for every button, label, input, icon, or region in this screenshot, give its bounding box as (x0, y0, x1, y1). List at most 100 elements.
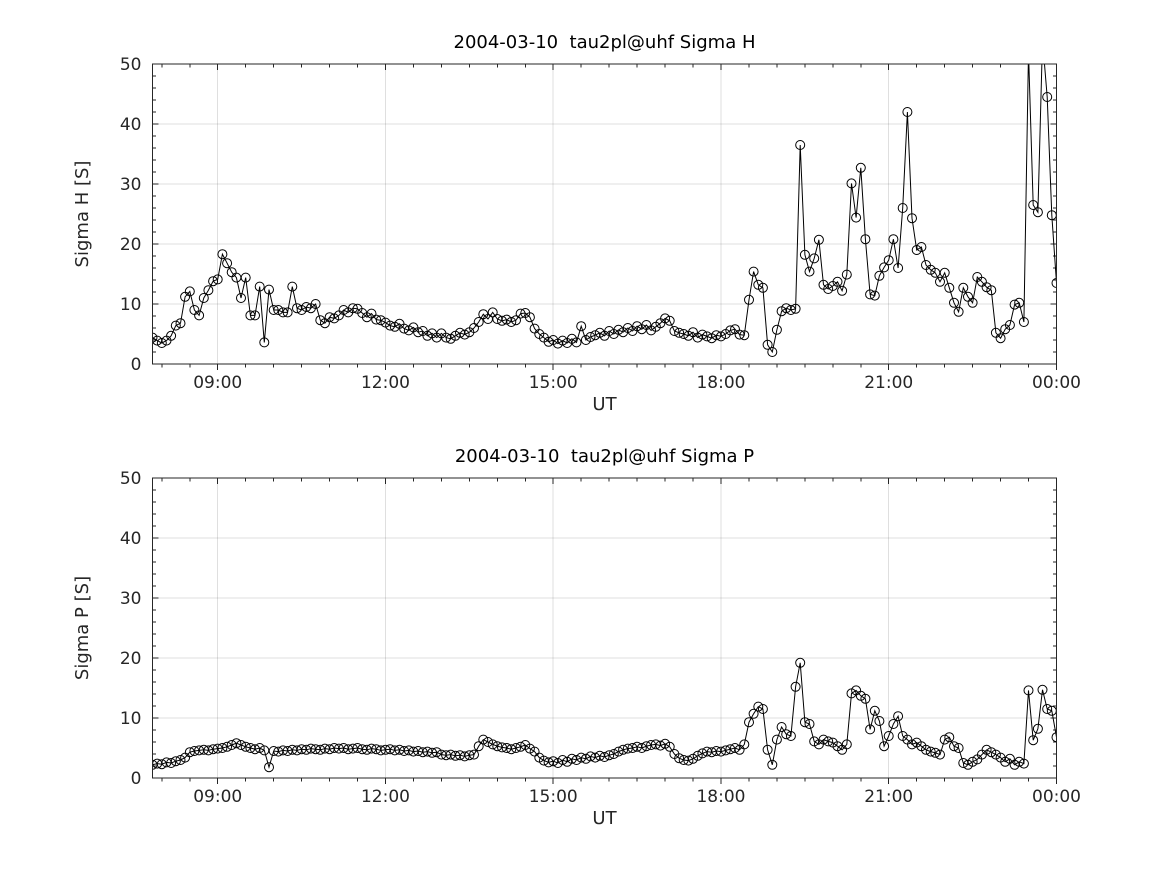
data-point-marker (613, 324, 624, 335)
data-point-marker (818, 734, 829, 745)
data-point-marker (851, 212, 862, 223)
data-point-marker (245, 310, 256, 321)
chart-title: 2004-03-10 tau2pl@uhf Sigma P (455, 446, 754, 467)
data-point-marker (716, 746, 726, 757)
data-point-marker (795, 140, 806, 150)
axes-box (152, 477, 1057, 779)
data-point-marker (949, 297, 959, 308)
data-point-marker (967, 756, 978, 767)
data-point-marker (198, 293, 209, 303)
sigma-p-plot: 2004-03-10 tau2pl@uhf Sigma P 0 10 20 30 40 50… (72, 446, 1081, 829)
data-point-marker (557, 335, 568, 346)
data-point-marker (1009, 299, 1020, 310)
data-point-marker (888, 234, 899, 245)
data-point-marker (1051, 732, 1057, 743)
data-point-marker (413, 327, 424, 338)
data-point-marker (636, 743, 647, 753)
data-point-marker (785, 305, 796, 315)
data-point-marker (744, 294, 754, 305)
data-point-marker (613, 746, 624, 757)
data-point-marker (879, 262, 890, 273)
data-point-marker (879, 741, 890, 752)
data-point-marker (305, 743, 316, 754)
data-point-marker (548, 756, 559, 767)
data-point-marker (217, 249, 228, 260)
data-point-marker (893, 263, 904, 273)
data-point-marker (762, 339, 773, 350)
data-point-marker (711, 330, 722, 341)
data-point-marker (888, 719, 899, 729)
data-point-marker (1032, 723, 1043, 734)
data-point-marker (771, 324, 782, 335)
x-tick-label: 12:00 (361, 787, 410, 807)
data-point-marker (250, 310, 260, 321)
sigma-h-plot: 2004-03-10 tau2pl@uhf Sigma H 0 10 20 30 40 50… (72, 32, 1081, 415)
data-point-marker (240, 741, 251, 752)
data-point-marker (240, 272, 251, 283)
y-axis-label: Sigma H [S] (72, 161, 93, 268)
data-point-marker (944, 732, 955, 743)
data-point-marker (697, 329, 708, 340)
y-tick-label: 10 (120, 709, 142, 729)
x-tick-label: 18:00 (696, 787, 745, 807)
data-point-marker (212, 274, 223, 285)
x-tick-label: 15:00 (529, 373, 578, 393)
x-tick-label: 09:00 (193, 373, 242, 393)
data-point-marker (883, 731, 894, 741)
data-point-marker (916, 242, 927, 252)
data-point-marker (599, 752, 610, 762)
data-point-marker (324, 312, 335, 323)
data-point-marker (431, 747, 442, 758)
data-point-marker (1028, 735, 1039, 746)
x-axis-label: UT (592, 808, 617, 829)
data-point-marker (790, 303, 801, 314)
y-tick-label: 50 (120, 469, 142, 489)
data-point-marker (664, 315, 675, 326)
data-point-marker (664, 741, 675, 752)
data-point-marker (841, 739, 852, 750)
data-point-marker (981, 744, 992, 755)
data-point-marker (823, 736, 834, 747)
data-point-marker (660, 313, 671, 324)
data-point-marker (259, 337, 270, 348)
data-point-marker (1042, 704, 1053, 714)
data-point-marker (757, 282, 768, 293)
data-point-marker (1038, 36, 1047, 45)
data-point-marker (352, 743, 363, 753)
data-point-marker (865, 289, 876, 300)
data-point-marker (222, 741, 233, 752)
data-point-marker (576, 321, 587, 332)
grid (152, 478, 1057, 778)
data-point-marker (744, 717, 754, 728)
data-point-marker (487, 307, 498, 318)
data-point-marker (184, 747, 195, 758)
data-point-marker (678, 329, 689, 339)
data-point-marker (762, 744, 773, 755)
data-point-marker (790, 681, 801, 692)
data-point-marker (203, 285, 214, 296)
data-point-marker (268, 305, 279, 315)
data-point-marker (958, 282, 969, 293)
data-point-marker (907, 213, 917, 224)
data-point-marker (236, 740, 246, 750)
data-line (152, 64, 1057, 354)
data-point-marker (860, 234, 871, 245)
x-tick-label: 12:00 (361, 373, 410, 393)
data-point-marker (767, 347, 778, 357)
data-point-marker (1014, 297, 1025, 308)
x-tick-label: 18:00 (696, 373, 745, 393)
x-axis-label: UT (592, 394, 617, 415)
data-point-marker (278, 307, 288, 318)
data-point-marker (222, 258, 233, 269)
data-point-marker (799, 717, 810, 728)
data-point-marker (469, 749, 479, 760)
data-point-marker (902, 107, 913, 117)
data-point-marker (683, 755, 694, 766)
data-point-marker (478, 734, 489, 745)
data-point-marker (543, 336, 554, 347)
data-point-marker (371, 314, 382, 325)
data-point-marker (608, 749, 619, 759)
data-point-marker (734, 329, 745, 340)
data-point-marker (767, 759, 778, 770)
data-point-marker (492, 741, 503, 752)
